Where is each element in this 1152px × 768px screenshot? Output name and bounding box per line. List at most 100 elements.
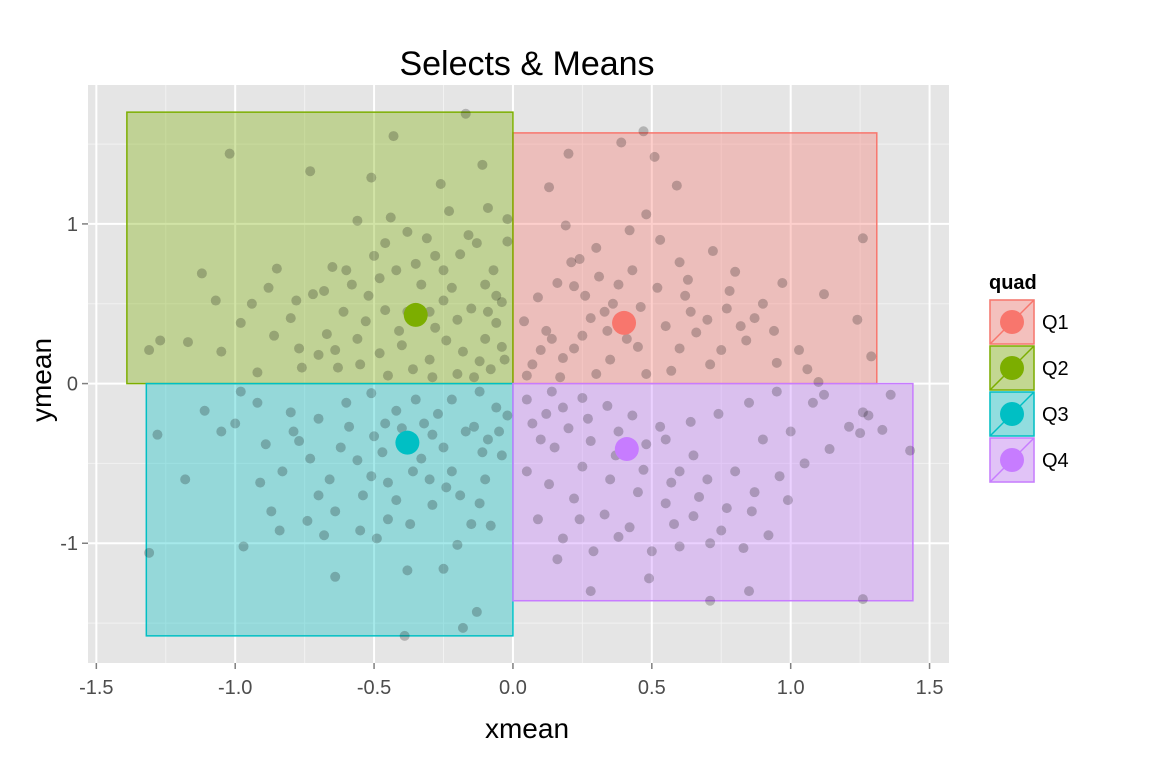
data-point [485,364,496,375]
data-point [502,214,513,225]
data-point [305,453,316,464]
data-point [235,386,246,397]
data-point [877,424,888,435]
data-point [605,354,616,365]
data-point [496,341,507,352]
data-point [638,126,649,137]
data-point [313,490,324,501]
data-point [632,341,643,352]
data-point [438,265,449,276]
data-point [607,298,618,309]
data-point [416,279,427,290]
x-tick-label: -1.0 [218,677,252,699]
legend-key-point [1000,356,1024,380]
data-point [757,434,768,445]
data-point [235,317,246,328]
data-point [380,238,391,249]
data-point [544,479,555,490]
data-point [396,340,407,351]
data-point [452,539,463,550]
data-point [491,317,502,328]
data-point [552,277,563,288]
data-point [819,289,830,300]
data-point [549,442,560,453]
data-point [369,431,380,442]
data-point [269,330,280,341]
data-point [246,298,257,309]
legend-item-q1: Q1 [989,299,1069,345]
data-point [721,503,732,514]
data-point [566,257,577,268]
data-point [344,421,355,432]
data-point [324,474,335,485]
data-point [588,546,599,557]
quadrant-rect-q3 [145,382,514,637]
data-point [427,499,438,510]
data-point [799,458,810,469]
data-point [482,202,493,213]
data-point [385,212,396,223]
data-point [296,362,307,373]
data-point [730,466,741,477]
data-point [646,546,657,557]
data-point [441,335,452,346]
data-point [438,563,449,574]
data-point [457,346,468,357]
data-point [852,314,863,325]
data-point [330,506,341,517]
data-point [452,369,463,379]
data-point [585,586,596,597]
data-point [366,471,377,482]
legend-item-q3: Q3 [989,391,1069,437]
data-point [563,148,574,159]
data-point [813,376,824,387]
data-point [432,408,443,419]
data-point [688,511,699,522]
data-point [355,525,366,536]
data-point [555,372,566,383]
data-point [366,172,377,183]
data-point [216,426,227,437]
data-point [460,108,471,119]
data-point [702,314,713,325]
data-point [785,426,796,437]
data-point [552,554,563,565]
data-point [380,418,391,429]
data-point [327,262,338,273]
data-point [591,369,602,379]
data-point [255,477,266,488]
data-point [674,466,685,477]
data-point [144,547,155,558]
data-point [357,490,368,501]
data-point [291,295,302,306]
data-point [382,514,393,525]
x-tick-label: 0.5 [638,677,666,699]
data-point [560,220,571,231]
data-point [430,322,441,333]
data-point [616,137,627,148]
data-point [685,416,696,427]
x-tick-label: 1.0 [777,677,805,699]
mean-point-q1 [612,310,637,335]
data-point [716,525,727,536]
data-point [230,418,241,429]
data-point [605,474,616,485]
data-point [438,295,449,306]
data-point [196,268,207,279]
data-point [707,246,718,257]
data-point [302,515,313,526]
data-point [602,325,613,336]
data-point [374,348,385,359]
data-point [335,442,346,453]
data-point [613,279,624,290]
legend: quad Q1 Q2 Q3 Q4 [989,272,1069,483]
data-point [491,290,502,301]
data-point [724,285,735,296]
data-point [480,279,491,290]
data-point [407,466,418,477]
data-point [446,282,457,293]
data-point [782,495,793,506]
data-point [546,386,557,397]
data-point [388,131,399,142]
data-point [263,282,274,293]
